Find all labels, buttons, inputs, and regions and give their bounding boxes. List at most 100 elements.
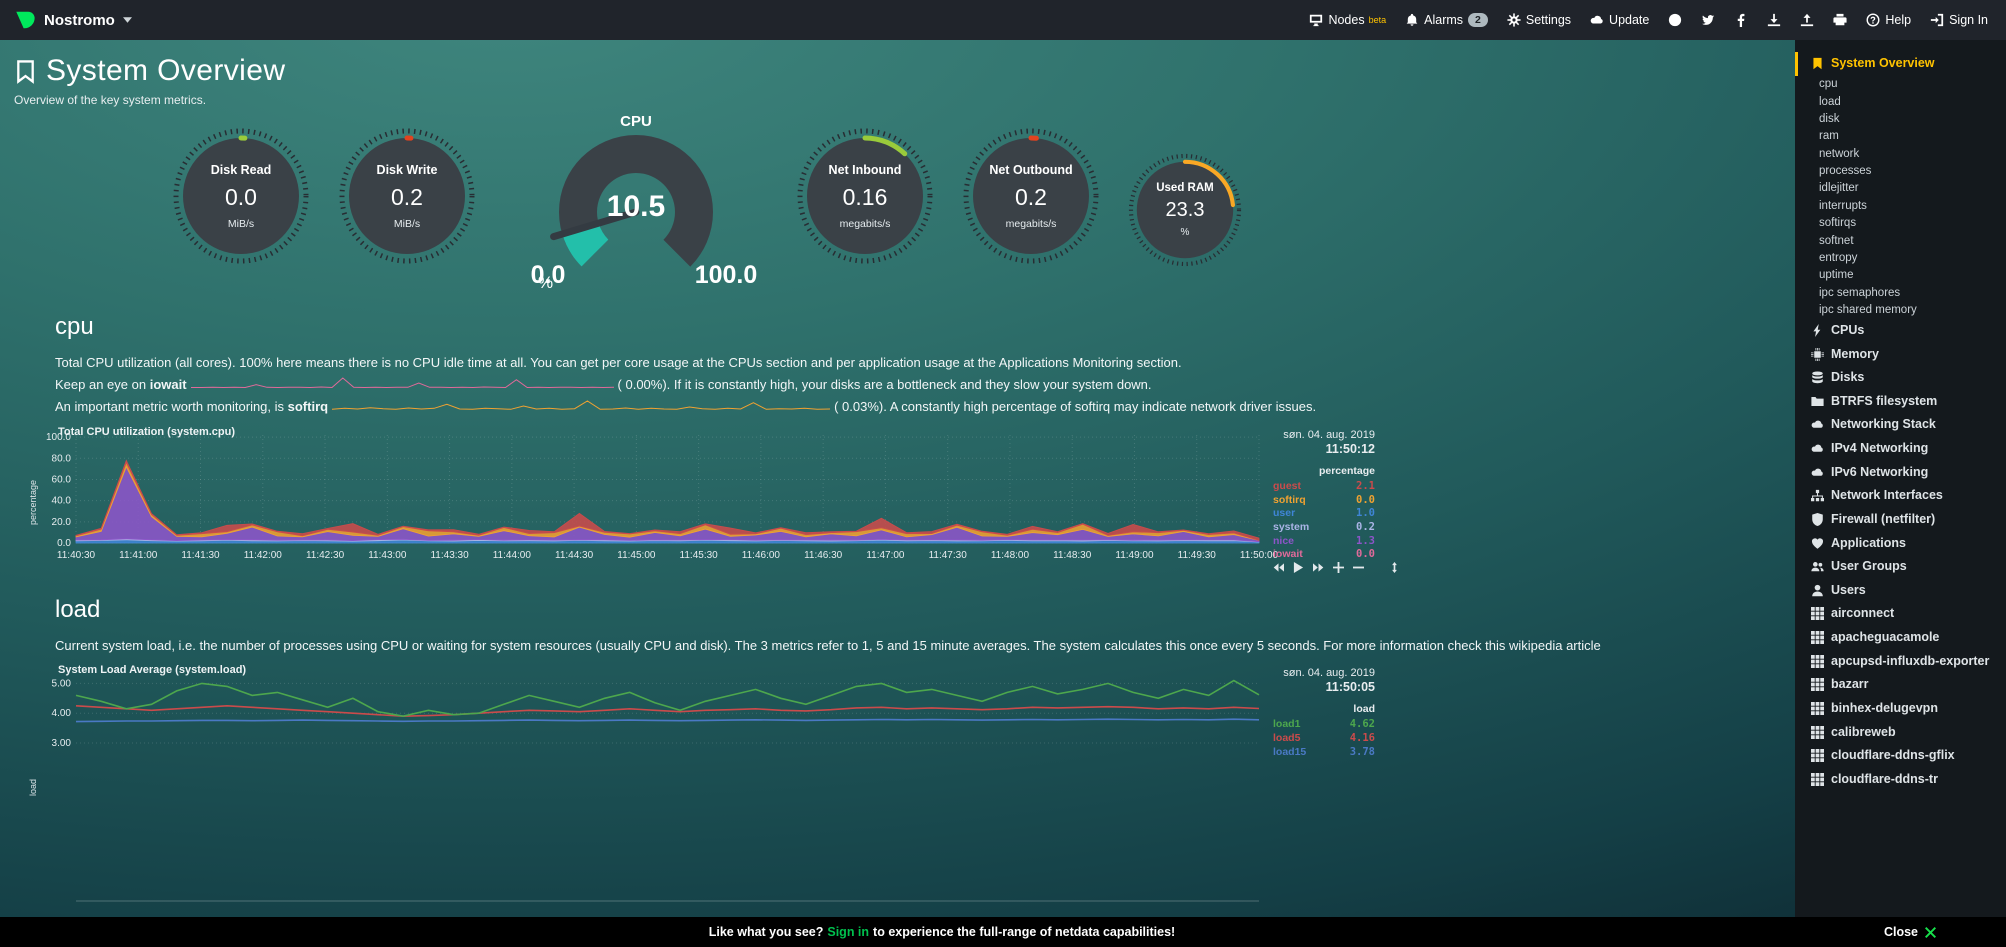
chart-time: 11:50:05 bbox=[1325, 680, 1375, 695]
sidebar-item[interactable]: apcupsd-influxdb-exporter bbox=[1795, 650, 2006, 674]
node-selector[interactable]: Nostromo bbox=[14, 9, 132, 31]
cloud-icon bbox=[1590, 13, 1604, 27]
sidebar-item[interactable]: load bbox=[1819, 95, 1841, 108]
sidebar-item[interactable]: softnet bbox=[1819, 234, 1854, 247]
gauge-value: 0.2 bbox=[1015, 183, 1047, 210]
gauge-cpu[interactable]: CPU 10.5 0.0 100.0 % bbox=[502, 111, 770, 293]
sidebar-item[interactable]: IPv4 Networking bbox=[1795, 437, 2006, 461]
topnav-item[interactable] bbox=[1734, 13, 1748, 27]
pan-backward-icon[interactable] bbox=[1273, 562, 1284, 573]
sidebar-item[interactable]: calibreweb bbox=[1795, 721, 2006, 745]
zoom-out-icon[interactable] bbox=[1353, 562, 1364, 573]
signin-link[interactable]: Sign in bbox=[827, 925, 870, 939]
legend-row[interactable]: load1 4.62 bbox=[1273, 718, 1375, 731]
help-icon bbox=[1866, 13, 1880, 27]
gauge-unit: megabits/s bbox=[839, 217, 891, 230]
node-name: Nostromo bbox=[44, 11, 115, 29]
sidebar-item[interactable]: cpu bbox=[1819, 78, 1838, 91]
topnav-item[interactable] bbox=[1800, 13, 1814, 27]
legend-row[interactable]: system 0.2 bbox=[1273, 521, 1375, 534]
gauge-net-outbound[interactable]: Net Outbound 0.2 megabits/s bbox=[960, 125, 1102, 267]
y-axis-label: percentage bbox=[28, 480, 38, 526]
sidebar-item[interactable]: interrupts bbox=[1819, 199, 1867, 212]
legend-row[interactable]: softirq 0.0 bbox=[1273, 493, 1375, 506]
play-icon[interactable] bbox=[1293, 561, 1304, 573]
gauge-disk-read[interactable]: Disk Read 0.0 MiB/s bbox=[170, 125, 312, 267]
chart-title: System Load Average (system.load) bbox=[58, 664, 247, 677]
sidebar-item[interactable]: Networking Stack bbox=[1795, 413, 2006, 437]
sidebar-item[interactable]: entropy bbox=[1819, 251, 1858, 264]
legend-row[interactable]: load5 4.16 bbox=[1273, 732, 1375, 745]
sidebar-item[interactable]: ipc shared memory bbox=[1819, 304, 1917, 316]
pan-forward-icon[interactable] bbox=[1313, 562, 1324, 573]
twitter-icon bbox=[1701, 13, 1715, 27]
sidebar-item[interactable]: idlejitter bbox=[1819, 182, 1859, 195]
sidebar-item[interactable]: disk bbox=[1819, 112, 1840, 125]
topnav-item[interactable]: Alarms 2 bbox=[1405, 13, 1488, 27]
load-chart-plot[interactable]: 5.00 4.00 3.00 bbox=[40, 667, 1265, 907]
sidebar-item[interactable]: Applications bbox=[1795, 532, 2006, 556]
svg-text:11:44:00: 11:44:00 bbox=[493, 550, 532, 561]
topnav-item[interactable]: Nodes beta bbox=[1309, 13, 1386, 27]
svg-text:11:43:30: 11:43:30 bbox=[430, 550, 469, 561]
close-banner-button[interactable]: Close bbox=[1884, 925, 1936, 939]
topnav-item[interactable]: Help bbox=[1866, 13, 1911, 27]
topnav-item[interactable]: Sign In bbox=[1930, 13, 1988, 27]
gauge-label: Net Inbound bbox=[828, 162, 902, 177]
topnav-item[interactable]: Update bbox=[1590, 13, 1649, 27]
resize-icon[interactable] bbox=[1389, 561, 1400, 573]
gauge-used-ram[interactable]: Used RAM 23.3 % bbox=[1126, 151, 1244, 269]
svg-text:11:48:00: 11:48:00 bbox=[991, 550, 1030, 561]
topnav-item[interactable] bbox=[1833, 13, 1847, 27]
sidebar-item[interactable]: airconnect bbox=[1795, 602, 2006, 626]
sidebar-item[interactable]: apacheguacamole bbox=[1795, 626, 2006, 650]
legend-row[interactable]: iowait 0.0 bbox=[1273, 548, 1375, 561]
grid-icon bbox=[1811, 631, 1824, 644]
sidebar-item[interactable]: cloudflare-ddns-gflix bbox=[1795, 744, 2006, 768]
svg-text:11:41:00: 11:41:00 bbox=[119, 550, 158, 561]
bookmark-icon bbox=[14, 59, 37, 84]
load-chart-panel: System Load Average (system.load) load 5… bbox=[26, 664, 1386, 907]
gauge-disk-write[interactable]: Disk Write 0.2 MiB/s bbox=[336, 125, 478, 267]
sidebar-item[interactable]: Memory bbox=[1795, 343, 2006, 367]
cpu-chart-plot[interactable]: 100.0 80.0 60.0 40.0 20.0 0.011:40:30 11:41:00… bbox=[40, 429, 1279, 565]
sidebar-item[interactable]: IPv6 Networking bbox=[1795, 461, 2006, 485]
sidebar-item[interactable]: BTRFS filesystem bbox=[1795, 390, 2006, 414]
svg-text:11:42:30: 11:42:30 bbox=[306, 550, 345, 561]
netdata-logo bbox=[14, 9, 36, 31]
sidebar-item[interactable]: ipc semaphores bbox=[1819, 286, 1901, 299]
sidebar-item[interactable]: softirqs bbox=[1819, 217, 1857, 230]
legend-row[interactable]: load15 3.78 bbox=[1273, 745, 1375, 758]
sidebar-item[interactable]: System Overview bbox=[1795, 52, 2006, 76]
signin-banner: Like what you see? Sign in to experience t… bbox=[0, 917, 2006, 947]
legend-row[interactable]: nice 1.3 bbox=[1273, 534, 1375, 547]
sidebar-item[interactable]: User Groups bbox=[1795, 555, 2006, 579]
signin-icon bbox=[1930, 13, 1944, 27]
sidebar-item[interactable]: Users bbox=[1795, 579, 2006, 603]
gauge-net-inbound[interactable]: Net Inbound 0.16 megabits/s bbox=[794, 125, 936, 267]
sidebar-item[interactable]: CPUs bbox=[1795, 319, 2006, 343]
topnav-item[interactable] bbox=[1668, 13, 1682, 27]
gauge-label: Disk Read bbox=[210, 162, 272, 177]
sidebar-item[interactable]: uptime bbox=[1819, 269, 1854, 282]
caret-down-icon bbox=[122, 17, 132, 23]
topnav-item[interactable]: Settings bbox=[1507, 13, 1571, 27]
facebook-icon bbox=[1734, 13, 1748, 27]
sidebar-item[interactable]: processes bbox=[1819, 165, 1872, 177]
sidebar-item[interactable]: Network Interfaces bbox=[1795, 484, 2006, 508]
topnav-item[interactable] bbox=[1767, 13, 1781, 27]
topnav-item[interactable] bbox=[1701, 13, 1715, 27]
sidebar-item[interactable]: binhex-delugevpn bbox=[1795, 697, 2006, 721]
sidebar-item[interactable]: network bbox=[1819, 147, 1860, 160]
legend-row[interactable]: user 1.0 bbox=[1273, 507, 1375, 520]
grid-icon bbox=[1811, 701, 1824, 715]
legend-row[interactable]: guest 2.1 bbox=[1273, 480, 1375, 493]
sidebar-item[interactable]: Firewall (netfilter) bbox=[1795, 508, 2006, 532]
sidebar-menu: System Overview cpu load disk ram bbox=[1795, 40, 2006, 947]
sidebar-item[interactable]: bazarr bbox=[1795, 673, 2006, 697]
sidebar-item[interactable]: ram bbox=[1819, 130, 1839, 143]
gauge-value: 0.2 bbox=[391, 183, 423, 210]
sidebar-item[interactable]: Disks bbox=[1795, 366, 2006, 390]
sidebar-item[interactable]: cloudflare-ddns-tr bbox=[1795, 768, 2006, 792]
zoom-in-icon[interactable] bbox=[1333, 561, 1344, 573]
